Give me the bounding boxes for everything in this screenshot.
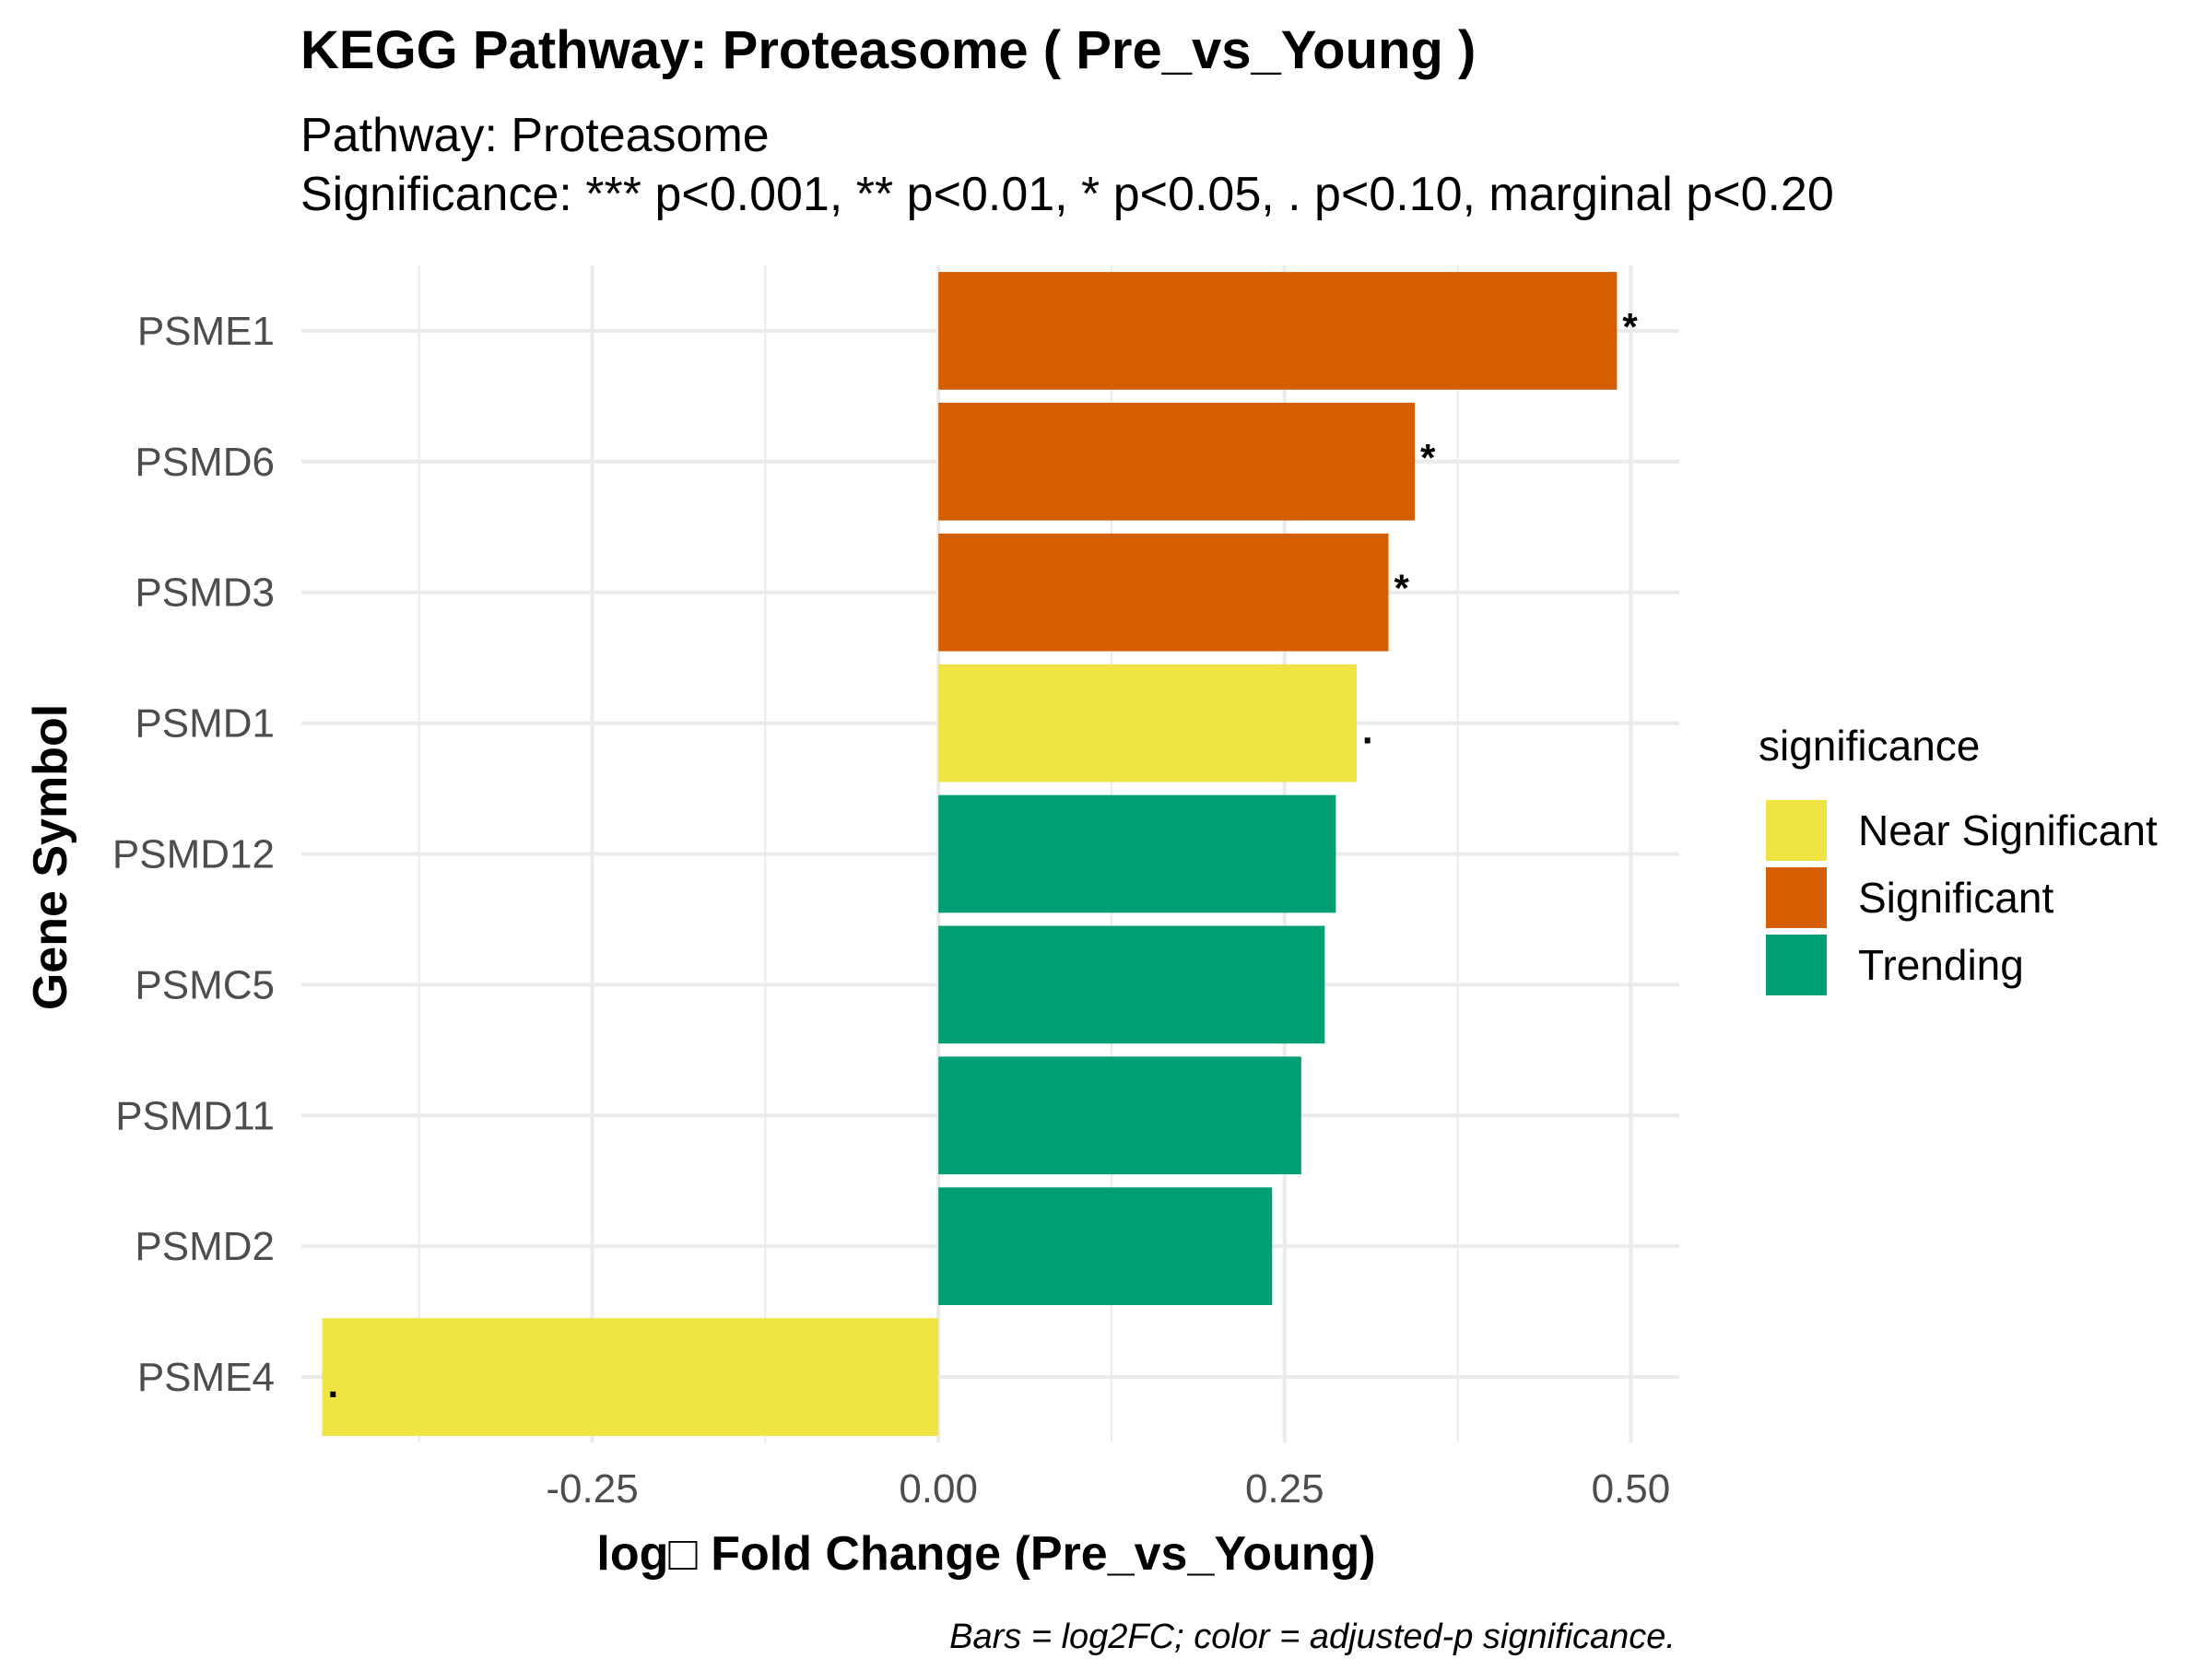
y-tick-psme1: PSME1 — [137, 309, 275, 354]
y-tick-psmc5: PSMC5 — [135, 962, 275, 1007]
legend-label-significant: Significant — [1858, 874, 2053, 922]
bar-psmd6 — [938, 402, 1416, 521]
y-tick-psmd2: PSMD2 — [135, 1224, 275, 1269]
legend-title: significance — [1759, 722, 1980, 770]
bar-psme4 — [322, 1318, 939, 1436]
significance-mark-psme4: . — [328, 1362, 339, 1406]
legend-label-near-significant: Near Significant — [1858, 806, 2158, 854]
bar-psmc5 — [938, 925, 1325, 1044]
chart-caption: Bars = log2FC; color = adjusted-p signif… — [949, 1618, 1676, 1656]
legend-swatch-significant — [1766, 867, 1827, 928]
significance-marks: * * *.. — [328, 305, 1639, 1406]
x-tick-1: 0.00 — [899, 1466, 978, 1512]
significance-mark-psmd6: * — [1420, 436, 1436, 479]
significance-mark-psmd3: * — [1394, 567, 1409, 610]
y-axis-label: Gene Symbol — [24, 704, 77, 1010]
y-tick-psmd12: PSMD12 — [112, 832, 275, 877]
bar-psmd12 — [938, 794, 1336, 913]
bar-psme1 — [938, 272, 1618, 390]
y-tick-psmd6: PSMD6 — [135, 440, 275, 485]
x-tick-0: -0.25 — [546, 1466, 638, 1512]
y-tick-psmd3: PSMD3 — [135, 571, 275, 616]
legend-entries: Near Significant Significant Trending — [1766, 800, 2158, 995]
x-axis-label: log□ Fold Change (Pre_vs_Young) — [596, 1527, 1375, 1581]
significance-mark-psme1: * — [1622, 305, 1638, 348]
y-tick-psmd1: PSMD1 — [135, 701, 275, 747]
x-tick-labels: -0.25 0.00 0.25 0.50 — [546, 1466, 1670, 1512]
bar-psmd2 — [938, 1187, 1273, 1306]
x-tick-2: 0.25 — [1245, 1466, 1324, 1512]
chart-subtitle-line-1: Pathway: Proteasome — [300, 109, 770, 162]
y-tick-labels: PSME1 PSMD6 PSMD3 PSMD1 PSMD12 PSMC5 PSMD11 PSM… — [112, 309, 275, 1400]
x-tick-3: 0.50 — [1592, 1466, 1671, 1512]
y-tick-psme4: PSME4 — [137, 1355, 275, 1400]
chart-subtitle-line-2: Significance: *** p<0.001, ** p<0.01, * … — [300, 168, 1834, 221]
legend-swatch-trending — [1766, 935, 1827, 995]
significance-mark-psmd1: . — [1362, 709, 1373, 752]
bar-psmd1 — [938, 664, 1357, 782]
y-tick-psmd11: PSMD11 — [115, 1093, 275, 1138]
legend-label-trending: Trending — [1858, 941, 2024, 989]
chart-title: KEGG Pathway: Proteasome ( Pre_vs_Young … — [300, 20, 1476, 80]
bars — [322, 272, 1618, 1436]
legend-swatch-near-significant — [1766, 800, 1827, 861]
legend: significance Near Significant Significant… — [1759, 722, 2158, 995]
bar-psmd3 — [938, 533, 1389, 652]
bar-psmd11 — [938, 1056, 1301, 1175]
